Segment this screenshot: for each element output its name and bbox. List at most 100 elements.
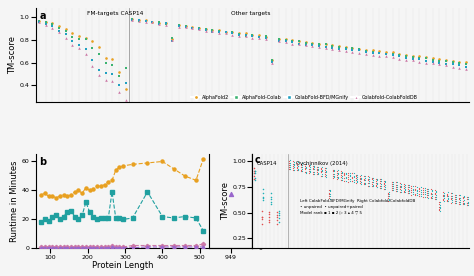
Point [425, 191, 432, 195]
Point [374, 185, 381, 190]
Point [338, 169, 346, 174]
AlphaFold2 [135, 18, 143, 22]
Colabfold-ColabFoldDB [336, 48, 343, 53]
Point [404, 191, 411, 196]
Point [301, 162, 309, 166]
Point [356, 177, 364, 181]
AlphaFold-Colab [449, 60, 456, 64]
Point [443, 192, 451, 196]
Point [377, 179, 385, 183]
Point [408, 190, 415, 195]
Colabfold-ColabFoldDB [342, 49, 350, 53]
Colabfold-ColabFoldDB [35, 20, 43, 24]
Point [416, 189, 423, 193]
Point [362, 176, 369, 181]
Point [419, 186, 427, 190]
AlphaFold2 [115, 70, 123, 74]
AlphaFold2 [35, 18, 43, 23]
Point [341, 176, 348, 181]
Point [251, 178, 259, 182]
AlphaFold-Colab [142, 19, 149, 24]
Point [325, 192, 332, 197]
Point [329, 172, 337, 176]
Point [369, 178, 377, 182]
Point [384, 199, 392, 204]
Point [393, 182, 401, 187]
AlphaFold-Colab [222, 30, 229, 34]
Point [353, 173, 360, 177]
Point [318, 173, 326, 178]
Colabfold-ColabFoldDB [142, 19, 149, 24]
ColabFold-BFD/MGnify [82, 47, 90, 51]
Colabfold-ColabFoldDB [269, 60, 276, 65]
AlphaFold2 [336, 44, 343, 49]
AlphaFold2 [202, 26, 210, 31]
Point [455, 196, 463, 200]
Colabfold-ColabFoldDB [262, 37, 270, 41]
Point [337, 175, 344, 180]
Point [380, 181, 388, 185]
Point [353, 178, 360, 182]
Point [397, 184, 405, 188]
ColabFold-BFD/MGnify [195, 26, 203, 31]
Colabfold-ColabFoldDB [89, 64, 96, 68]
Point [354, 179, 361, 184]
Point [317, 170, 325, 175]
Point [433, 197, 440, 201]
ColabFold-BFD/MGnify [122, 81, 129, 85]
AlphaFold-Colab [295, 39, 303, 43]
Text: b: b [39, 157, 46, 167]
Colabfold-ColabFoldDB [442, 63, 450, 67]
Point [393, 185, 401, 189]
AlphaFold-Colab [202, 27, 210, 31]
ColabFold-BFD/MGnify [109, 72, 116, 76]
Colabfold-ColabFoldDB [202, 29, 210, 33]
AlphaFold-Colab [75, 37, 82, 41]
Point [374, 181, 381, 185]
Point [285, 161, 293, 165]
Point [405, 185, 412, 189]
Point [433, 195, 440, 199]
Point [362, 178, 369, 182]
Point [443, 197, 451, 202]
AlphaFold2 [189, 25, 196, 29]
AlphaFold2 [148, 20, 156, 24]
Point [421, 186, 428, 191]
Point [464, 197, 472, 201]
Colabfold-ColabFoldDB [122, 98, 129, 102]
Point [423, 193, 431, 198]
Colabfold-ColabFoldDB [255, 35, 263, 40]
AlphaFold-Colab [82, 37, 90, 41]
Point [314, 168, 322, 172]
AlphaFold-Colab [402, 54, 410, 58]
Point [396, 181, 403, 185]
AlphaFold-Colab [228, 30, 236, 34]
Point [423, 191, 431, 195]
Point [416, 193, 423, 198]
Point [368, 184, 376, 188]
Colabfold-ColabFoldDB [182, 25, 190, 30]
AlphaFold-Colab [429, 57, 437, 62]
Point [419, 192, 427, 197]
ColabFold-BFD/MGnify [289, 40, 296, 44]
Colabfold-ColabFoldDB [189, 26, 196, 31]
Point [251, 169, 259, 173]
Point [354, 177, 361, 181]
AlphaFold-Colab [309, 41, 316, 46]
Point [437, 206, 444, 211]
Point [421, 192, 428, 196]
AlphaFold2 [415, 54, 423, 59]
Point [411, 191, 419, 196]
Point [317, 174, 325, 178]
AlphaFold2 [389, 50, 396, 55]
Point [360, 178, 368, 182]
AlphaFold2 [289, 37, 296, 42]
Point [421, 195, 428, 199]
Point [329, 168, 337, 172]
Point [405, 183, 412, 187]
Point [376, 179, 384, 184]
Colabfold-ColabFoldDB [389, 55, 396, 60]
Point [452, 201, 460, 205]
Point [322, 173, 330, 177]
Point [290, 163, 297, 168]
